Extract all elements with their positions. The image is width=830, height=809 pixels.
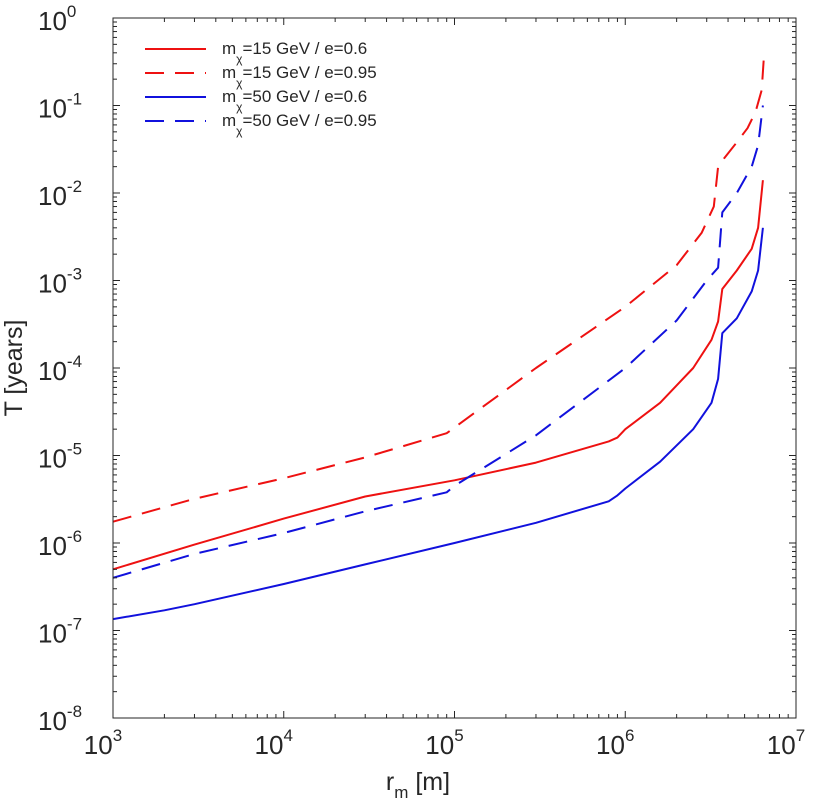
- x-tick-label-1: 103: [84, 726, 122, 760]
- y-tick-exponent: -5: [67, 440, 82, 459]
- y-tick-exponent: -2: [67, 177, 82, 196]
- legend-entry-suffix: =50 GeV / e=0.6: [242, 87, 367, 106]
- legend-entry-subscript: χ: [236, 124, 243, 138]
- series-line-4: [112, 105, 764, 579]
- y-tick-label-9: 10-8: [38, 702, 82, 736]
- y-tick-label-8: 10-7: [38, 615, 82, 649]
- x-tick-label-2: 104: [255, 726, 293, 760]
- x-tick-base: 10: [767, 730, 796, 760]
- y-tick-base: 10: [38, 269, 67, 299]
- legend-entry-subscript: χ: [236, 76, 243, 90]
- series-line-1: [112, 180, 764, 571]
- legend-entry-suffix: =50 GeV / e=0.95: [242, 111, 376, 130]
- series-layer: [112, 53, 766, 621]
- x-tick-base: 10: [596, 730, 625, 760]
- legend-entry-prefix: m: [222, 63, 236, 82]
- x-tick-label-5: 107: [767, 726, 805, 760]
- y-tick-base: 10: [38, 181, 67, 211]
- y-tick-label-4: 10-3: [38, 265, 82, 299]
- x-axis-label-subscript: m: [394, 783, 408, 802]
- x-axis-label-var: r: [386, 768, 394, 796]
- x-tick-exponent: 5: [454, 726, 463, 745]
- y-tick-exponent: -7: [67, 615, 82, 634]
- x-tick-label-3: 105: [425, 726, 463, 760]
- labels-layer: 103 104 105 106 10710010-110-210-310-410-510…: [0, 2, 805, 802]
- y-tick-exponent: -1: [67, 90, 82, 109]
- legend-entry-prefix: m: [222, 39, 236, 58]
- legend-entry-subscript: χ: [236, 100, 243, 114]
- y-tick-base: 10: [38, 706, 67, 736]
- legend-entry-subscript: χ: [236, 52, 243, 66]
- y-axis-label: T [years]: [0, 320, 28, 417]
- y-tick-base: 10: [38, 531, 67, 561]
- y-tick-exponent: -3: [67, 265, 82, 284]
- legend-entry-2: mχ=15 GeV / e=0.95: [222, 63, 377, 90]
- x-tick-base: 10: [84, 730, 113, 760]
- legend-entry-suffix: =15 GeV / e=0.6: [242, 39, 367, 58]
- x-tick-exponent: 7: [796, 726, 805, 745]
- ticks-layer: [112, 17, 797, 719]
- y-tick-label-2: 10-1: [38, 90, 82, 124]
- y-tick-exponent: -4: [67, 352, 82, 371]
- y-tick-base: 10: [38, 6, 67, 36]
- y-tick-exponent: -8: [67, 702, 82, 721]
- x-axis-label: rm [m]: [386, 768, 450, 802]
- x-tick-label-4: 106: [596, 726, 634, 760]
- x-tick-base: 10: [425, 730, 454, 760]
- y-tick-label-5: 10-4: [38, 352, 82, 386]
- legend-entry-prefix: m: [222, 87, 236, 106]
- x-tick-exponent: 4: [283, 726, 292, 745]
- y-tick-label-3: 10-2: [38, 177, 82, 211]
- y-tick-base: 10: [38, 356, 67, 386]
- legend-entry-1: mχ=15 GeV / e=0.6: [222, 39, 367, 66]
- y-tick-base: 10: [38, 619, 67, 649]
- y-tick-label-7: 10-6: [38, 527, 82, 561]
- y-tick-exponent: -6: [67, 527, 82, 546]
- y-tick-label-6: 10-5: [38, 440, 82, 474]
- legend-entry-suffix: =15 GeV / e=0.95: [242, 63, 376, 82]
- y-tick-exponent: 0: [67, 2, 76, 21]
- x-tick-exponent: 6: [625, 726, 634, 745]
- series-line-2: [112, 53, 766, 523]
- y-tick-base: 10: [38, 94, 67, 124]
- legend-entry-prefix: m: [222, 111, 236, 130]
- legend-entry-4: mχ=50 GeV / e=0.95: [222, 111, 377, 138]
- y-tick-base: 10: [38, 444, 67, 474]
- x-tick-exponent: 3: [113, 726, 122, 745]
- x-axis-label-unit: [m]: [408, 768, 450, 796]
- legend-entry-3: mχ=50 GeV / e=0.6: [222, 87, 367, 114]
- legend: mχ=15 GeV / e=0.6mχ=15 GeV / e=0.95mχ=50…: [145, 39, 377, 138]
- series-line-3: [112, 227, 764, 621]
- y-tick-label-1: 100: [38, 2, 76, 36]
- x-tick-base: 10: [255, 730, 284, 760]
